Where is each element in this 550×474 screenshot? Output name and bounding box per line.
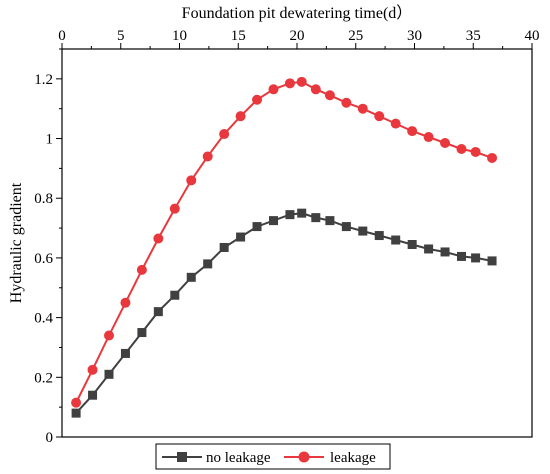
data-point-leakage xyxy=(284,78,295,89)
plot-frame xyxy=(61,48,533,438)
data-point-leakage xyxy=(252,94,263,105)
data-point-leakage xyxy=(104,330,114,341)
data-point-no-leakage xyxy=(252,222,262,232)
data-point-leakage xyxy=(324,90,335,101)
data-point-leakage xyxy=(423,132,434,143)
data-point-no-leakage xyxy=(120,348,130,358)
data-point-no-leakage xyxy=(440,247,450,257)
x-axis-ticks: 0 5 10 15 20 25 30 35 40 xyxy=(58,28,540,49)
data-point-leakage xyxy=(71,397,82,408)
y-tick-label: 0.6 xyxy=(34,251,53,267)
x-axis-title: Foundation pit dewatering time(d） xyxy=(182,4,413,22)
data-point-leakage xyxy=(456,143,467,154)
data-point-leakage xyxy=(310,84,321,95)
data-point-leakage xyxy=(153,233,164,244)
data-point-no-leakage xyxy=(374,231,384,241)
data-point-no-leakage xyxy=(88,390,98,400)
data-point-leakage xyxy=(357,103,368,114)
data-point-no-leakage xyxy=(104,369,114,379)
data-point-no-leakage xyxy=(236,232,246,242)
data-point-leakage xyxy=(487,152,498,163)
data-point-no-leakage xyxy=(186,272,196,282)
data-point-no-leakage xyxy=(269,216,278,226)
data-point-no-leakage xyxy=(219,242,229,252)
legend-label-leakage: leakage xyxy=(330,450,376,466)
y-axis-title: Hydraulic gradient xyxy=(8,182,25,303)
data-point-leakage xyxy=(374,111,385,122)
x-tick-label: 25 xyxy=(348,28,363,44)
series-leakage xyxy=(71,76,498,408)
data-point-leakage xyxy=(219,129,230,140)
data-point-leakage xyxy=(186,175,197,186)
x-tick-label: 0 xyxy=(58,28,66,44)
y-tick-label: 0.8 xyxy=(34,191,53,207)
y-tick-label: 1 xyxy=(46,132,54,148)
data-point-leakage xyxy=(440,138,451,149)
y-axis-ticks: 0 0.2 0.4 0.6 0.8 1 1.2 xyxy=(34,48,62,446)
data-point-leakage xyxy=(390,118,401,129)
x-tick-label: 40 xyxy=(525,28,540,44)
x-tick-label: 30 xyxy=(407,28,422,44)
data-point-leakage xyxy=(136,264,147,275)
legend-label-no-leakage: no leakage xyxy=(206,450,271,466)
data-point-leakage xyxy=(296,76,307,87)
data-point-leakage xyxy=(268,84,279,95)
y-tick-label: 0.2 xyxy=(34,370,53,386)
data-point-no-leakage xyxy=(358,226,368,236)
data-point-no-leakage xyxy=(285,210,295,220)
y-tick-label: 0.4 xyxy=(34,311,53,327)
data-point-no-leakage xyxy=(391,235,401,245)
x-tick-label: 35 xyxy=(466,28,481,44)
y-tick-label: 1.2 xyxy=(34,72,53,88)
data-point-leakage xyxy=(235,111,246,122)
data-point-no-leakage xyxy=(71,408,81,418)
data-point-no-leakage xyxy=(297,208,307,218)
series-line-leakage xyxy=(75,80,493,404)
data-point-leakage xyxy=(202,151,213,162)
series-no-leakage xyxy=(71,208,497,418)
data-point-no-leakage xyxy=(487,256,497,266)
data-point-leakage xyxy=(341,97,352,108)
data-point-no-leakage xyxy=(311,213,321,223)
x-tick-label: 10 xyxy=(172,28,187,44)
legend: no leakage leakage xyxy=(155,443,391,470)
data-point-no-leakage xyxy=(341,222,351,232)
data-point-no-leakage xyxy=(471,253,481,263)
legend-marker-no-leakage xyxy=(177,452,187,462)
legend-marker-leakage xyxy=(298,451,310,463)
data-point-no-leakage xyxy=(203,259,213,269)
data-point-no-leakage xyxy=(407,239,417,249)
data-point-no-leakage xyxy=(137,328,147,338)
data-point-no-leakage xyxy=(424,244,434,254)
data-point-no-leakage xyxy=(153,307,163,317)
data-point-no-leakage xyxy=(170,290,180,300)
data-point-leakage xyxy=(470,146,481,157)
data-point-leakage xyxy=(87,364,98,375)
data-point-leakage xyxy=(407,126,418,137)
data-point-no-leakage xyxy=(457,251,466,261)
data-point-leakage xyxy=(169,203,180,214)
x-tick-label: 15 xyxy=(231,28,246,44)
series-line-no-leakage xyxy=(75,212,493,414)
data-point-leakage xyxy=(120,297,131,308)
series-layer xyxy=(71,76,498,418)
data-point-no-leakage xyxy=(325,216,335,226)
x-tick-label: 20 xyxy=(290,28,305,44)
x-tick-label: 5 xyxy=(117,28,125,44)
y-tick-label: 0 xyxy=(46,430,54,446)
